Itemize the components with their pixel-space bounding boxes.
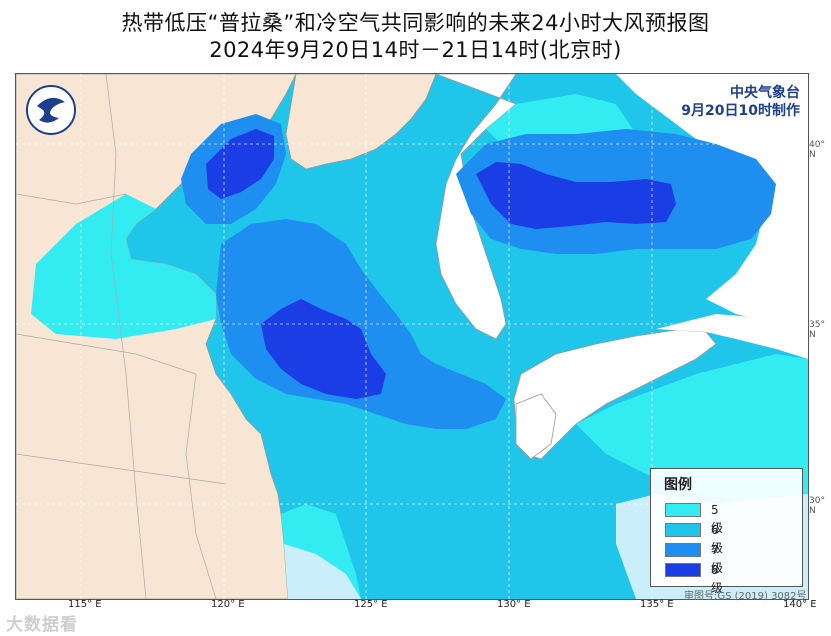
lon-tick-135: 135° E	[640, 599, 674, 610]
wind-forecast-map: 中央气象台 9月20日10时制作	[15, 73, 809, 600]
wind-5-west	[31, 194, 216, 339]
map-subtitle: 2024年9月20日14时－21日14时(北京时)	[209, 38, 622, 62]
province-borders	[16, 74, 227, 599]
legend-label: 5级	[711, 503, 724, 535]
legend-label: 6级	[711, 523, 724, 555]
legend-swatch	[665, 503, 701, 517]
lat-tick-30: 30° N	[809, 496, 825, 516]
lon-tick-130: 130° E	[497, 599, 531, 610]
wind-8-bohai	[206, 129, 274, 199]
map-canvas	[16, 74, 808, 599]
issuer-agency: 中央气象台	[730, 85, 800, 101]
lon-tick-140: 140° E	[783, 599, 817, 610]
legend-label: 8级	[711, 563, 724, 595]
issuer-credit: 中央气象台 9月20日10时制作	[681, 84, 800, 120]
wind-8-east-sea	[476, 162, 676, 229]
cma-logo	[25, 84, 77, 136]
lon-tick-120: 120° E	[211, 599, 245, 610]
lat-tick-40: 40° N	[809, 140, 825, 160]
lat-tick-35: 35° N	[809, 320, 825, 340]
issue-time: 9月20日10时制作	[681, 103, 800, 119]
sea-of-japan-calm	[616, 74, 808, 324]
watermark-text: 大数据看	[6, 615, 78, 635]
lon-tick-125: 125° E	[354, 599, 388, 610]
map-approval-number: 审图号:GS (2019) 3082号	[684, 591, 807, 602]
northeast-land	[285, 74, 437, 170]
legend-swatch	[665, 543, 701, 557]
map-title: 热带低压“普拉桑”和冷空气共同影响的未来24小时大风预报图	[121, 11, 710, 35]
legend-swatch	[665, 523, 701, 537]
lon-tick-115: 115° E	[68, 599, 102, 610]
legend-title: 图例	[664, 477, 692, 493]
legend-label: 7级	[711, 543, 724, 575]
legend: 图例 5级 6级 7级 8级	[650, 468, 803, 595]
east-calm	[656, 304, 808, 359]
kyushu-land	[515, 393, 557, 460]
legend-swatch	[665, 563, 701, 577]
wind-5-southeast	[576, 354, 808, 504]
sea-light-south	[284, 544, 361, 599]
